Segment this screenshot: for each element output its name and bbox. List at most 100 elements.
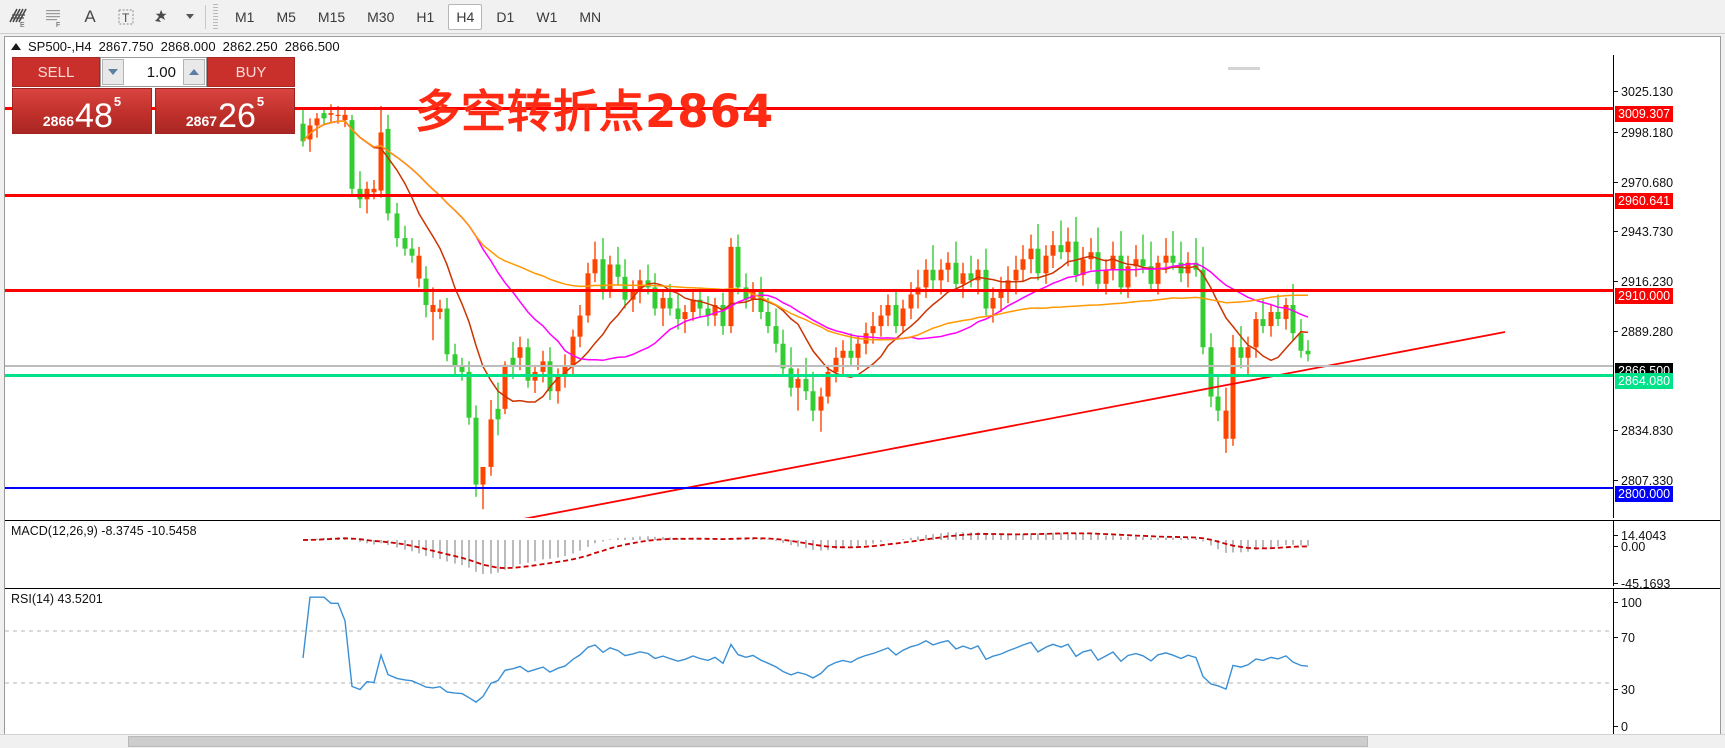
ohlc-close: 2866.500 [284,38,340,54]
indicators-icon[interactable]: E [0,1,36,33]
one-click-trading-panel: SELL 1.00 BUY 2866 48 5 2867 26 5 [12,57,295,134]
timeframe-button-h1[interactable]: H1 [416,8,435,25]
price-level-tag-red[interactable]: 3009.307 [1615,106,1674,122]
horizontal-scrollbar[interactable] [0,734,1725,748]
ohlc-open: 2867.750 [98,38,154,54]
price-level-tag-red[interactable]: 2960.641 [1615,193,1674,209]
rsi-tick-mark [1614,689,1618,690]
price-tick-label: 2889.280 [1621,325,1674,339]
price-tick-mark [1614,231,1618,232]
price-scale[interactable]: 3025.130 3009.307 2998.180 2970.680 2960.641… [1613,55,1720,537]
volume-decrease-button[interactable] [102,59,124,85]
price-tick-mark [1614,182,1618,183]
rsi-plot[interactable]: RSI(14) 43.5201 [5,588,1613,743]
price-tick-mark [1614,331,1618,332]
price-tick-label: 2998.180 [1621,126,1674,140]
price-tick-mark [1614,281,1618,282]
ohlc-high: 2868.000 [160,38,216,54]
macd-tick-mark [1614,583,1618,584]
buy-button[interactable]: BUY [207,57,295,87]
rsi-tick-mark [1614,637,1618,638]
price-tick-mark [1614,430,1618,431]
price-level-line[interactable] [5,194,1613,197]
price-tick-label: 3025.130 [1621,85,1674,99]
toolbar-grip[interactable] [213,3,218,30]
sell-price-prefix: 2866 [42,113,75,129]
rsi-tick-label: 30 [1621,683,1635,697]
price-tick-mark [1614,132,1618,133]
timeframe-button-m15[interactable]: M15 [317,8,346,25]
rsi-svg [5,596,1613,703]
buy-price-main: 26 [218,97,256,134]
text-label-icon[interactable]: T [108,1,144,33]
macd-svg [302,532,1309,574]
chart-annotation-text: 多空转折点2864 [415,85,775,138]
buy-price-display[interactable]: 2867 26 5 [155,88,295,134]
grid-icon[interactable]: F [36,1,72,33]
price-tick-mark [1614,91,1618,92]
scrollbar-thumb[interactable] [128,736,1368,747]
macd-label: MACD(12,26,9) -8.3745 -10.5458 [11,524,197,538]
price-level-line[interactable] [5,487,1613,489]
svg-text:E: E [20,22,25,28]
rsi-tick-label: 70 [1621,631,1635,645]
buy-price-prefix: 2867 [185,113,218,129]
macd-plot[interactable]: MACD(12,26,9) -8.3745 -10.5458 [5,520,1613,586]
svg-text:T: T [122,11,130,25]
text-tool-icon[interactable]: A [84,6,96,26]
ohlc-low: 2862.250 [222,38,278,54]
buy-price-fraction: 5 [256,94,265,109]
chevron-down-icon[interactable] [180,1,198,33]
timeframe-button-h4[interactable]: H4 [448,3,483,30]
volume-stepper[interactable]: 1.00 [100,57,207,87]
sell-price-display[interactable]: 2866 48 5 [12,88,152,134]
volume-value[interactable]: 1.00 [146,63,176,81]
macd-tick-label: -45.1693 [1621,577,1671,591]
rsi-scale[interactable]: 100 70 30 0 [1613,588,1720,743]
rsi-tick-label: 100 [1621,596,1642,610]
objects-icon[interactable] [144,1,180,33]
price-level-line[interactable] [5,107,1613,110]
chart-window: SP500-,H4 2867.750 2868.000 2862.250 286… [4,36,1722,748]
collapse-triangle-icon[interactable] [11,42,21,50]
sell-button[interactable]: SELL [12,57,100,87]
timeframe-button-m1[interactable]: M1 [235,8,255,25]
rsi-label: RSI(14) 43.5201 [11,592,103,606]
sell-price-fraction: 5 [113,94,122,109]
price-tick-label: 2970.680 [1621,176,1674,190]
rsi-tick-mark [1614,602,1618,603]
macd-tick-mark [1614,535,1618,536]
price-level-tag-red[interactable]: 2910.000 [1615,288,1674,304]
volume-increase-button[interactable] [183,59,205,85]
symbol-label: SP500-,H4 [28,38,92,54]
price-tick-label: 2834.830 [1621,424,1674,438]
timeframe-button-mn[interactable]: MN [579,8,602,25]
price-candles-svg [300,104,1506,518]
price-level-tag-green[interactable]: 2864.080 [1615,373,1674,389]
main-toolbar: E F A T [0,0,1725,34]
timeframe-bar: M1 M5 M15 M30 H1 H4 D1 W1 MN [224,3,612,30]
window-resize-grip[interactable] [1228,67,1260,70]
macd-scale[interactable]: 14.4043 0.00 -45.1693 [1613,520,1720,591]
sell-price-main: 48 [75,97,113,134]
price-tick-label: 2807.330 [1621,474,1674,488]
timeframe-button-m30[interactable]: M30 [367,8,395,25]
macd-tick-label: 14.4043 [1621,529,1667,543]
timeframe-button-w1[interactable]: W1 [536,8,558,25]
price-tick-mark [1614,480,1618,481]
macd-tick-mark [1614,546,1618,547]
timeframe-button-m5[interactable]: M5 [276,8,296,25]
price-level-line[interactable] [5,374,1613,377]
svg-text:F: F [56,22,60,28]
price-level-line[interactable] [5,365,1613,367]
price-level-line[interactable] [5,289,1613,292]
price-tick-label: 2943.730 [1621,225,1674,239]
timeframe-button-d1[interactable]: D1 [496,8,515,25]
macd-tick-label: 0.00 [1621,540,1646,554]
toolbar-divider [205,4,206,29]
price-level-tag-blue[interactable]: 2800.000 [1615,486,1674,502]
rsi-tick-label: 0 [1621,720,1628,734]
symbol-ohlc-bar: SP500-,H4 2867.750 2868.000 2862.250 286… [5,37,1720,55]
rsi-tick-mark [1614,726,1618,727]
